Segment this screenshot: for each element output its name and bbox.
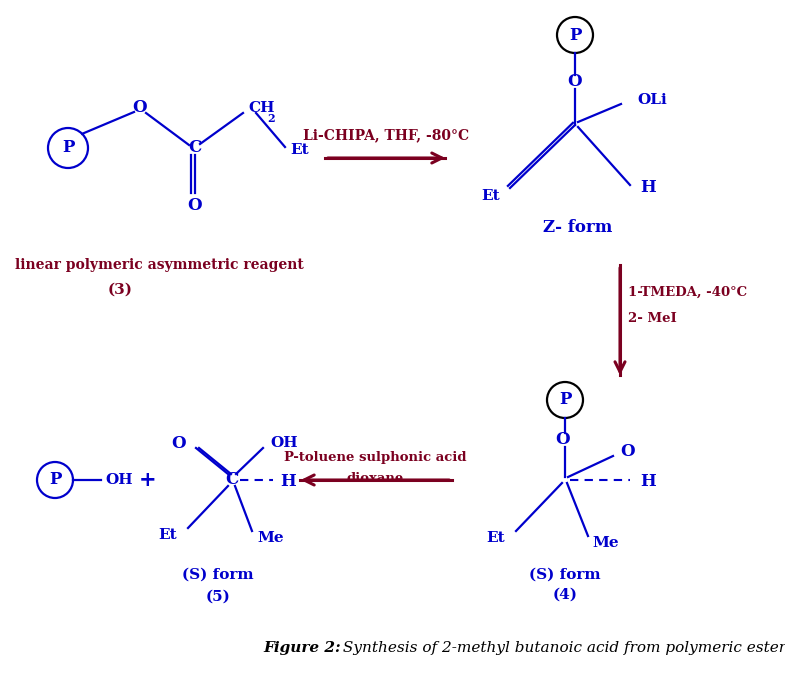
Text: P-toluene sulphonic acid: P-toluene sulphonic acid (283, 452, 466, 464)
Text: Et: Et (481, 189, 500, 203)
Text: +: + (139, 470, 157, 490)
Text: linear polymeric asymmetric reagent: linear polymeric asymmetric reagent (15, 258, 304, 272)
Text: Synthesis of 2-methyl butanoic acid from polymeric ester.: Synthesis of 2-methyl butanoic acid from… (338, 641, 785, 655)
Text: P: P (559, 392, 571, 409)
Text: C: C (188, 139, 202, 156)
Text: H: H (640, 180, 655, 197)
Text: OLi: OLi (637, 93, 666, 107)
Text: Et: Et (487, 531, 505, 545)
Text: Z- form: Z- form (543, 220, 612, 237)
Text: O: O (556, 432, 571, 449)
Text: H: H (280, 473, 296, 490)
Text: Me: Me (257, 531, 283, 545)
Text: (4): (4) (553, 588, 578, 602)
Text: O: O (133, 99, 148, 116)
Text: Et: Et (159, 528, 177, 542)
Text: dioxane: dioxane (346, 471, 403, 484)
Text: (3): (3) (108, 283, 133, 297)
Text: Et: Et (290, 143, 309, 157)
Text: H: H (640, 473, 655, 490)
Text: Figure 2:: Figure 2: (263, 641, 341, 655)
Text: (S) form: (S) form (182, 568, 254, 582)
Text: 2: 2 (267, 113, 275, 124)
Text: (5): (5) (206, 590, 231, 604)
Text: Me: Me (592, 536, 619, 550)
Text: Li-CHIPA, THF, -80°C: Li-CHIPA, THF, -80°C (303, 128, 469, 142)
Text: P: P (49, 471, 61, 488)
Text: 1-TMEDA, -40°C: 1-TMEDA, -40°C (628, 286, 747, 299)
Text: C: C (225, 471, 239, 488)
Text: O: O (188, 197, 203, 214)
Text: P: P (62, 139, 75, 156)
Text: OH: OH (270, 436, 298, 450)
Text: O: O (568, 73, 582, 90)
Text: O: O (620, 443, 634, 460)
Text: P: P (569, 27, 581, 44)
Text: OH: OH (105, 473, 133, 487)
Text: O: O (171, 435, 186, 452)
Text: 2- MeI: 2- MeI (628, 311, 677, 324)
Text: (S) form: (S) form (529, 568, 601, 582)
Text: CH: CH (248, 101, 275, 115)
